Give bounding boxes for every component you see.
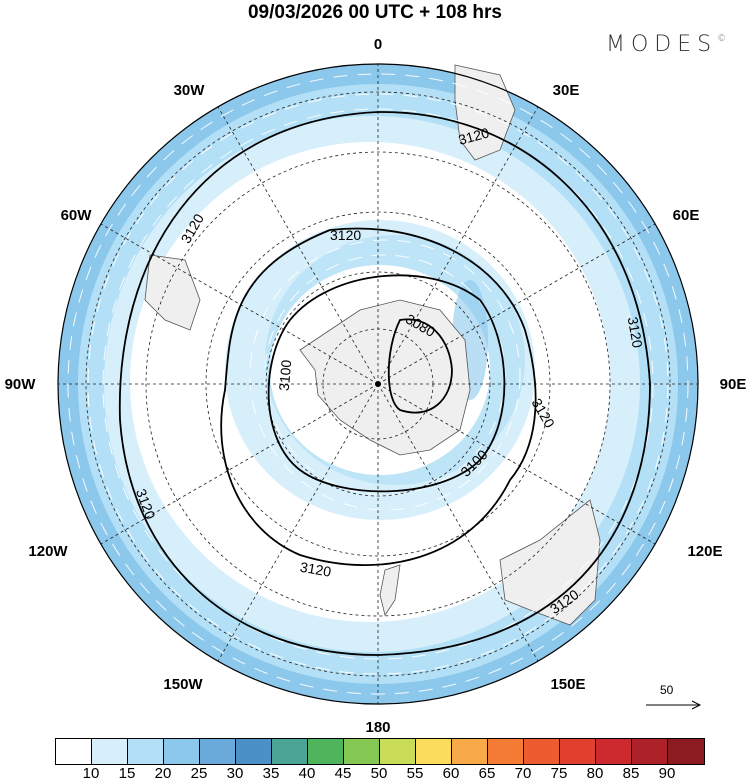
colorbar-tick-label: 70 bbox=[514, 765, 532, 782]
meridian-line bbox=[217, 106, 379, 385]
new-zealand bbox=[379, 564, 401, 616]
lon-label: 150E bbox=[550, 676, 585, 693]
colorbar-swatch bbox=[632, 739, 668, 764]
lon-label: 90E bbox=[720, 376, 747, 393]
contour-label: 3120 bbox=[299, 559, 333, 580]
colorbar-tick-label: 40 bbox=[298, 765, 316, 782]
meridian-line bbox=[217, 383, 379, 662]
height-contours bbox=[118, 111, 651, 656]
contour-3100 bbox=[267, 274, 506, 493]
meridian-line bbox=[377, 383, 539, 662]
colorbar-tick-label: 85 bbox=[622, 765, 640, 782]
colorbar-swatch bbox=[272, 739, 308, 764]
meridians bbox=[58, 64, 698, 704]
colorbar-tick-label: 90 bbox=[658, 765, 676, 782]
colorbar-swatch bbox=[416, 739, 452, 764]
logo-text: MODES bbox=[606, 32, 718, 57]
contour-label: 3100 bbox=[276, 359, 295, 392]
colorbar-tick-label: 55 bbox=[406, 765, 424, 782]
map-title: 09/03/2026 00 UTC + 108 hrs bbox=[247, 2, 503, 23]
colorbar-swatch bbox=[596, 739, 632, 764]
colorbar-ticks: 10 15 20 25 30 35 40 45 50 55 60 65 70 75 80 85 90 bbox=[55, 765, 705, 783]
contour-3120-inner bbox=[220, 227, 537, 566]
latitude-circles bbox=[85, 91, 671, 677]
lon-label: 90W bbox=[5, 376, 37, 393]
lon-label: 60W bbox=[61, 207, 93, 224]
colorbar-tick-label: 25 bbox=[190, 765, 208, 782]
colorbar-swatch bbox=[200, 739, 236, 764]
meridian-line bbox=[100, 223, 379, 385]
colorbar-tick-label: 80 bbox=[586, 765, 604, 782]
reference-vector-label: 50 bbox=[660, 683, 674, 697]
lon-label: 120W bbox=[28, 543, 68, 560]
colorbar-swatch bbox=[128, 739, 164, 764]
colorbar-swatch bbox=[164, 739, 200, 764]
meridian-line bbox=[100, 383, 379, 545]
colorbar-swatch bbox=[92, 739, 128, 764]
colorbar-tick-label: 15 bbox=[118, 765, 136, 782]
colorbar-swatch bbox=[524, 739, 560, 764]
colorbar-swatch bbox=[560, 739, 596, 764]
longitude-labels: 0 30E 60E 90E 120E 150E 180 150W 120W 90… bbox=[5, 36, 747, 736]
logo-mark: © bbox=[717, 34, 727, 44]
colorbar-tick-label: 20 bbox=[154, 765, 172, 782]
reference-vector-arrow bbox=[646, 700, 702, 710]
australia bbox=[499, 499, 601, 626]
colorbar-swatch bbox=[236, 739, 272, 764]
south-america bbox=[144, 254, 201, 331]
colorbar-swatch bbox=[668, 739, 704, 764]
modes-logo: MODES© bbox=[606, 32, 726, 57]
antarctica bbox=[299, 299, 471, 456]
meridian-line bbox=[377, 106, 539, 385]
colorbar bbox=[55, 738, 705, 765]
lon-label: 120E bbox=[687, 543, 722, 560]
south-pole-marker bbox=[375, 381, 381, 387]
colorbar-tick-label: 35 bbox=[262, 765, 280, 782]
colorbar-swatch bbox=[344, 739, 380, 764]
colorbar-tick-label: 10 bbox=[82, 765, 100, 782]
colorbar-tick-label: 45 bbox=[334, 765, 352, 782]
contour-label: 3120 bbox=[625, 316, 646, 350]
colorbar-tick-label: 60 bbox=[442, 765, 460, 782]
colorbar-swatch bbox=[308, 739, 344, 764]
lon-label: 30E bbox=[553, 82, 580, 99]
map-border bbox=[57, 63, 699, 705]
lon-label: 180 bbox=[365, 719, 390, 736]
colorbar-swatch bbox=[488, 739, 524, 764]
colorbar-swatch bbox=[56, 739, 92, 764]
lon-label: 30W bbox=[174, 82, 206, 99]
lon-label: 60E bbox=[673, 207, 700, 224]
contour-3120-outer bbox=[118, 111, 651, 656]
colorbar-tick-label: 75 bbox=[550, 765, 568, 782]
contour-label: 3120 bbox=[457, 124, 491, 148]
colorbar-swatch bbox=[452, 739, 488, 764]
contour-3080 bbox=[387, 318, 453, 414]
contour-label: 3120 bbox=[330, 227, 361, 243]
lon-label: 150W bbox=[163, 676, 203, 693]
colorbar-swatch bbox=[380, 739, 416, 764]
meridian-line bbox=[377, 223, 656, 385]
colorbar-tick-label: 50 bbox=[370, 765, 388, 782]
colorbar-tick-label: 65 bbox=[478, 765, 496, 782]
lon-label: 0 bbox=[374, 36, 382, 53]
colorbar-tick-label: 30 bbox=[226, 765, 244, 782]
meridian-line bbox=[377, 383, 656, 545]
